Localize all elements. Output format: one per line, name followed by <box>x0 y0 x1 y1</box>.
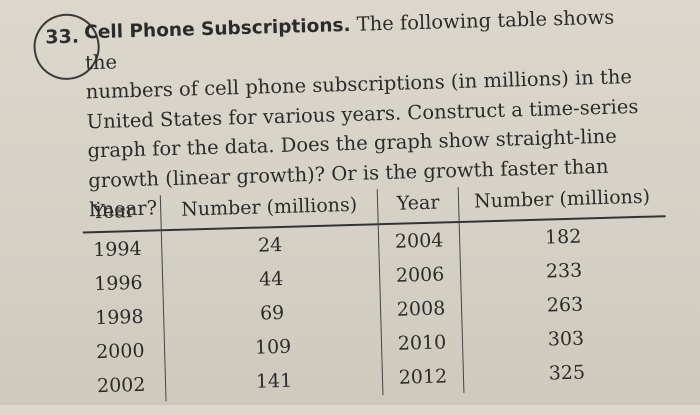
year-cell: 2000 <box>95 339 145 364</box>
year-cell: 2004 <box>378 221 461 260</box>
number-cell: 233 <box>460 251 668 291</box>
year-cell: 1994 <box>92 237 142 262</box>
header-year-right: Year <box>377 186 460 225</box>
subscriptions-table: Year Number (millions) Year Number (mill… <box>81 181 671 403</box>
year-cell: 2006 <box>379 256 462 294</box>
number-cell: 263 <box>461 285 669 325</box>
number-cell: 141 <box>165 361 383 402</box>
year-cell: 2010 <box>381 324 463 362</box>
number-cell: 182 <box>459 216 667 257</box>
problem-title: Cell Phone Subscriptions. <box>83 14 351 44</box>
year-cell: 2008 <box>380 290 463 328</box>
number-cell: 325 <box>462 353 671 393</box>
number-cell: 303 <box>462 319 670 359</box>
header-number-right: Number (millions) <box>458 181 666 222</box>
year-cell: 1998 <box>94 305 144 330</box>
year-cell: 1996 <box>93 271 143 296</box>
header-year-left: Year <box>81 195 162 233</box>
year-cell: 2002 <box>96 373 146 398</box>
problem-number: 33. <box>45 25 80 49</box>
year-cell: 2012 <box>382 358 464 396</box>
